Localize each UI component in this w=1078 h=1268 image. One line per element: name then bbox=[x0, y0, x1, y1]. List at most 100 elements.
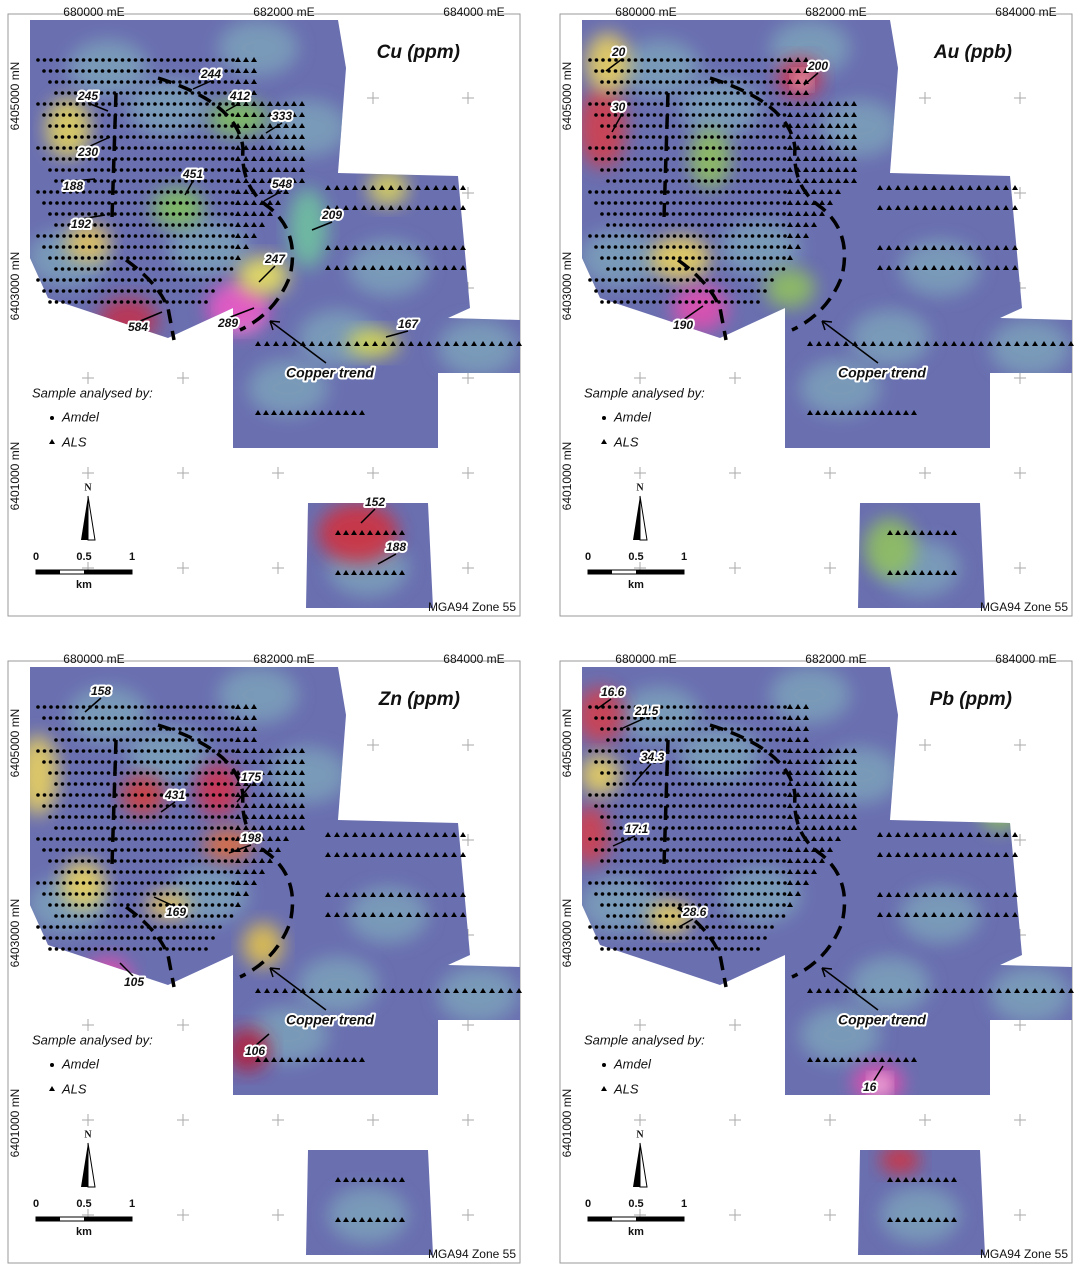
easting-label: 680000 mE bbox=[63, 5, 124, 19]
grid-cross bbox=[177, 562, 189, 574]
leader-line bbox=[87, 136, 111, 148]
trend-arrow bbox=[821, 320, 879, 364]
scale-label: 0.5 bbox=[628, 551, 643, 563]
legend-item: Amdel bbox=[613, 409, 652, 424]
value-annotation: 169 bbox=[166, 905, 186, 919]
value-annotation: 289 bbox=[217, 316, 238, 330]
grid-cross bbox=[634, 372, 646, 384]
northing-label: 6403000 mN bbox=[560, 899, 574, 968]
leader-line bbox=[622, 717, 646, 729]
legend-item: ALS bbox=[61, 1081, 87, 1096]
leader-line bbox=[258, 265, 276, 283]
scale-bar-seg bbox=[36, 1217, 60, 1221]
scale-label: 1 bbox=[681, 1198, 687, 1210]
surface-tone bbox=[720, 220, 800, 276]
value-annotation: 105 bbox=[124, 975, 144, 989]
surface-tone bbox=[168, 220, 248, 276]
grid-cross bbox=[462, 467, 474, 479]
anomaly bbox=[586, 33, 630, 93]
legend-item: Amdel bbox=[613, 1056, 652, 1071]
anomaly bbox=[880, 1146, 920, 1174]
value-annotation: 17.1 bbox=[625, 822, 649, 836]
grid-cross bbox=[462, 92, 474, 104]
value-annotation: 167 bbox=[398, 317, 419, 331]
legend-symbol-als bbox=[601, 439, 607, 444]
northing-label: 6401000 mN bbox=[560, 442, 574, 511]
surface-tone bbox=[720, 867, 800, 923]
grid-cross bbox=[824, 1114, 836, 1126]
scale-bar-seg bbox=[84, 570, 132, 574]
map-title: Cu (ppm) bbox=[377, 42, 460, 63]
grid-cross bbox=[1014, 187, 1026, 199]
anomaly bbox=[61, 861, 105, 909]
leader-line bbox=[611, 113, 623, 133]
grid-cross bbox=[177, 1209, 189, 1221]
scale-label: 0 bbox=[33, 551, 39, 563]
easting-label: 684000 mE bbox=[995, 652, 1056, 666]
value-annotation: 190 bbox=[673, 318, 693, 332]
datum-label: MGA94 Zone 55 bbox=[980, 1247, 1068, 1261]
value-annotation: 188 bbox=[386, 540, 406, 554]
anomaly bbox=[794, 72, 810, 88]
scale-bar-seg bbox=[636, 1217, 684, 1221]
legend-symbol-amdel bbox=[602, 416, 606, 420]
grid-cross bbox=[462, 372, 474, 384]
surface-tone bbox=[128, 727, 208, 783]
anomaly bbox=[864, 518, 916, 578]
grid-cross bbox=[634, 1019, 646, 1031]
value-annotation: 451 bbox=[182, 167, 203, 181]
anomaly bbox=[237, 256, 289, 296]
northing-label: 6401000 mN bbox=[8, 442, 22, 511]
leader-line bbox=[225, 102, 241, 112]
surface-tone bbox=[68, 40, 148, 96]
legend-symbol-amdel bbox=[602, 1063, 606, 1067]
grid-cross bbox=[634, 467, 646, 479]
scale-unit: km bbox=[76, 579, 92, 591]
value-annotation: 16.6 bbox=[601, 685, 625, 699]
leader-line bbox=[80, 214, 106, 220]
trend-label: Copper trend bbox=[838, 365, 926, 381]
grid-cross bbox=[1014, 1114, 1026, 1126]
grid-cross bbox=[919, 467, 931, 479]
surface-tone bbox=[990, 320, 1070, 376]
sample-points-amdel bbox=[588, 58, 787, 304]
grid-cross bbox=[82, 1019, 94, 1031]
surface-tone bbox=[990, 967, 1070, 1023]
sample-points-amdel bbox=[588, 705, 787, 951]
grid-cross bbox=[82, 467, 94, 479]
surface-tone bbox=[680, 727, 760, 783]
grid-cross bbox=[1014, 1019, 1026, 1031]
scale-bar-seg bbox=[84, 1217, 132, 1221]
map-panel: Copper trend 244 245 412 333 230 451 188 548 192 2… bbox=[7, 5, 522, 617]
scale-bar-seg bbox=[636, 570, 684, 574]
easting-label: 682000 mE bbox=[805, 652, 866, 666]
grid-cross bbox=[367, 467, 379, 479]
leader-line bbox=[72, 178, 96, 182]
scale-unit: km bbox=[628, 579, 644, 591]
northing-label: 6405000 mN bbox=[8, 709, 22, 778]
copper-trend-line bbox=[110, 76, 295, 341]
scale-bar-seg bbox=[36, 570, 60, 574]
grid-cross bbox=[1014, 562, 1026, 574]
northing-label: 6405000 mN bbox=[560, 62, 574, 131]
surface-tone bbox=[820, 100, 900, 156]
scale-unit: km bbox=[628, 1226, 644, 1238]
datum-label: MGA94 Zone 55 bbox=[428, 1247, 516, 1261]
northing-label: 6405000 mN bbox=[560, 709, 574, 778]
grid-cross bbox=[919, 92, 931, 104]
grid-cross bbox=[1014, 834, 1026, 846]
value-annotation: 192 bbox=[71, 217, 91, 231]
trend-label: Copper trend bbox=[286, 1012, 374, 1028]
grid-cross bbox=[177, 467, 189, 479]
copper-trend-line bbox=[662, 76, 847, 341]
value-annotation: 34.3 bbox=[641, 750, 665, 764]
north-arrow-left bbox=[81, 496, 88, 540]
map-title: Pb (ppm) bbox=[930, 689, 1012, 710]
surface-tone bbox=[900, 240, 980, 296]
map-panel: Copper trend 16.6 21.5 34.3 17.1 28.6 16 Pb (pp… bbox=[559, 652, 1074, 1264]
legend-heading: Sample analysed by: bbox=[584, 385, 705, 400]
grid-cross bbox=[462, 1019, 474, 1031]
surface-tone bbox=[850, 310, 930, 366]
sample-points-amdel bbox=[36, 58, 235, 304]
north-arrow-right bbox=[639, 1142, 648, 1188]
